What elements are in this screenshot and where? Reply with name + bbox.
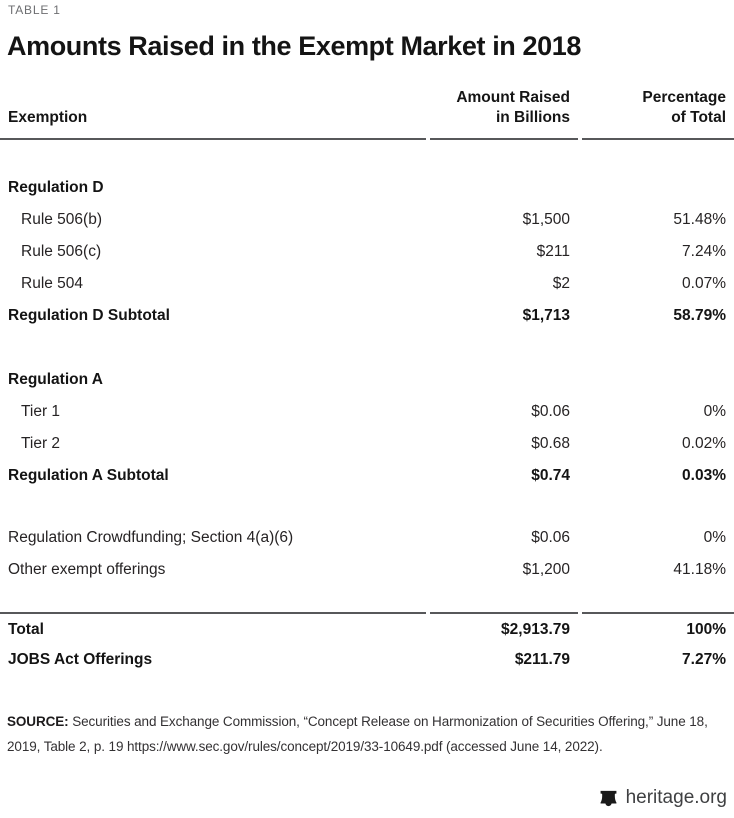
row-label: Rule 506(b) bbox=[21, 211, 102, 228]
row-amount: $0.06 bbox=[531, 529, 570, 546]
row-label: Rule 504 bbox=[21, 275, 84, 292]
section-regulation-d: Regulation D Rule 506(b) $1,500 51.48% R… bbox=[0, 172, 734, 332]
subtotal-percentage: 0.03% bbox=[682, 467, 726, 484]
row-label: Tier 2 bbox=[21, 435, 61, 452]
total-row: Total $2,913.79 100% bbox=[0, 612, 734, 644]
row-percentage: 0% bbox=[703, 403, 726, 420]
row-amount: $1,200 bbox=[522, 561, 570, 578]
source-text-line2: 2019, Table 2, p. 19 https://www.sec.gov… bbox=[7, 739, 603, 754]
table-row: Rule 506(b) $1,500 51.48% bbox=[0, 204, 734, 236]
total-amount: $2,913.79 bbox=[430, 612, 578, 644]
subtotal-percentage: 58.79% bbox=[673, 307, 726, 324]
liberty-bell-icon bbox=[600, 790, 617, 807]
row-amount: $1,500 bbox=[522, 211, 570, 228]
heritage-brand: heritage.org bbox=[599, 787, 727, 809]
row-amount: $211 bbox=[536, 243, 570, 260]
table-number-eyebrow: TABLE 1 bbox=[8, 3, 61, 17]
table-row: Tier 2 $0.68 0.02% bbox=[0, 428, 734, 460]
table-row: Other exempt offerings $1,200 41.18% bbox=[0, 554, 734, 586]
source-text-line1: Securities and Exchange Commission, “Con… bbox=[72, 714, 708, 729]
subtotal-row: Regulation A Subtotal $0.74 0.03% bbox=[0, 460, 734, 492]
jobs-act-row: JOBS Act Offerings $211.79 7.27% bbox=[0, 644, 734, 676]
section-header-row: Regulation A bbox=[0, 364, 734, 396]
section-header-label: Regulation A bbox=[8, 371, 104, 388]
row-label: Rule 506(c) bbox=[21, 243, 102, 260]
table-row: Tier 1 $0.06 0% bbox=[0, 396, 734, 428]
section-header-row: Regulation D bbox=[0, 172, 734, 204]
row-percentage: 0% bbox=[703, 529, 726, 546]
row-percentage: 7.24% bbox=[682, 243, 726, 260]
subtotal-amount: $0.74 bbox=[531, 467, 570, 484]
source-note: SOURCE: Securities and Exchange Commissi… bbox=[7, 709, 724, 759]
section-header-label: Regulation D bbox=[8, 179, 104, 196]
jobs-act-label: JOBS Act Offerings bbox=[8, 651, 153, 668]
table-row: Rule 506(c) $211 7.24% bbox=[0, 236, 734, 268]
row-label: Other exempt offerings bbox=[8, 561, 166, 578]
jobs-act-amount: $211.79 bbox=[514, 651, 570, 668]
subtotal-label: Regulation A Subtotal bbox=[8, 467, 169, 484]
site-name: heritage.org bbox=[625, 787, 727, 808]
row-percentage: 51.48% bbox=[673, 211, 726, 228]
row-percentage: 0.07% bbox=[682, 275, 726, 292]
row-amount: $0.06 bbox=[531, 403, 570, 420]
row-percentage: 41.18% bbox=[673, 561, 726, 578]
subtotal-amount: $1,713 bbox=[522, 307, 570, 324]
subtotal-label: Regulation D Subtotal bbox=[8, 307, 170, 324]
column-header-amount: Amount Raised in Billions bbox=[430, 88, 578, 140]
section-other-exemptions: Regulation Crowdfunding; Section 4(a)(6)… bbox=[0, 522, 734, 586]
total-label: Total bbox=[0, 612, 426, 644]
row-amount: $2 bbox=[552, 275, 570, 292]
jobs-act-percentage: 7.27% bbox=[682, 651, 726, 668]
table-header-row: Exemption Amount Raised in Billions Perc… bbox=[0, 88, 734, 140]
row-percentage: 0.02% bbox=[682, 435, 726, 452]
section-regulation-a: Regulation A Tier 1 $0.06 0% Tier 2 $0.6… bbox=[0, 364, 734, 492]
column-header-percentage: Percentage of Total bbox=[582, 88, 734, 140]
row-label: Regulation Crowdfunding; Section 4(a)(6) bbox=[8, 529, 294, 546]
source-label: SOURCE: bbox=[7, 714, 69, 729]
total-percentage: 100% bbox=[582, 612, 734, 644]
table-row: Regulation Crowdfunding; Section 4(a)(6)… bbox=[0, 522, 734, 554]
totals-block: Total $2,913.79 100% JOBS Act Offerings … bbox=[0, 612, 734, 676]
subtotal-row: Regulation D Subtotal $1,713 58.79% bbox=[0, 300, 734, 332]
table-row: Rule 504 $2 0.07% bbox=[0, 268, 734, 300]
page-title: Amounts Raised in the Exempt Market in 2… bbox=[7, 31, 581, 61]
column-header-exemption: Exemption bbox=[0, 108, 426, 140]
row-label: Tier 1 bbox=[21, 403, 61, 420]
row-amount: $0.68 bbox=[531, 435, 570, 452]
